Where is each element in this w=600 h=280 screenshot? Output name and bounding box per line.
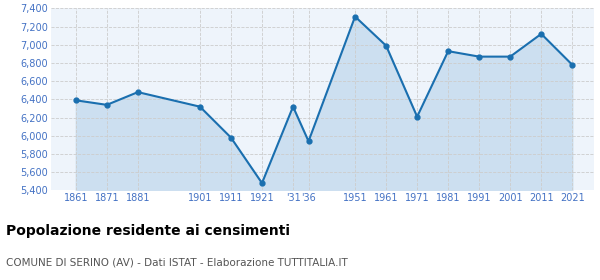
Text: COMUNE DI SERINO (AV) - Dati ISTAT - Elaborazione TUTTITALIA.IT: COMUNE DI SERINO (AV) - Dati ISTAT - Ela… bbox=[6, 258, 348, 268]
Text: Popolazione residente ai censimenti: Popolazione residente ai censimenti bbox=[6, 224, 290, 238]
